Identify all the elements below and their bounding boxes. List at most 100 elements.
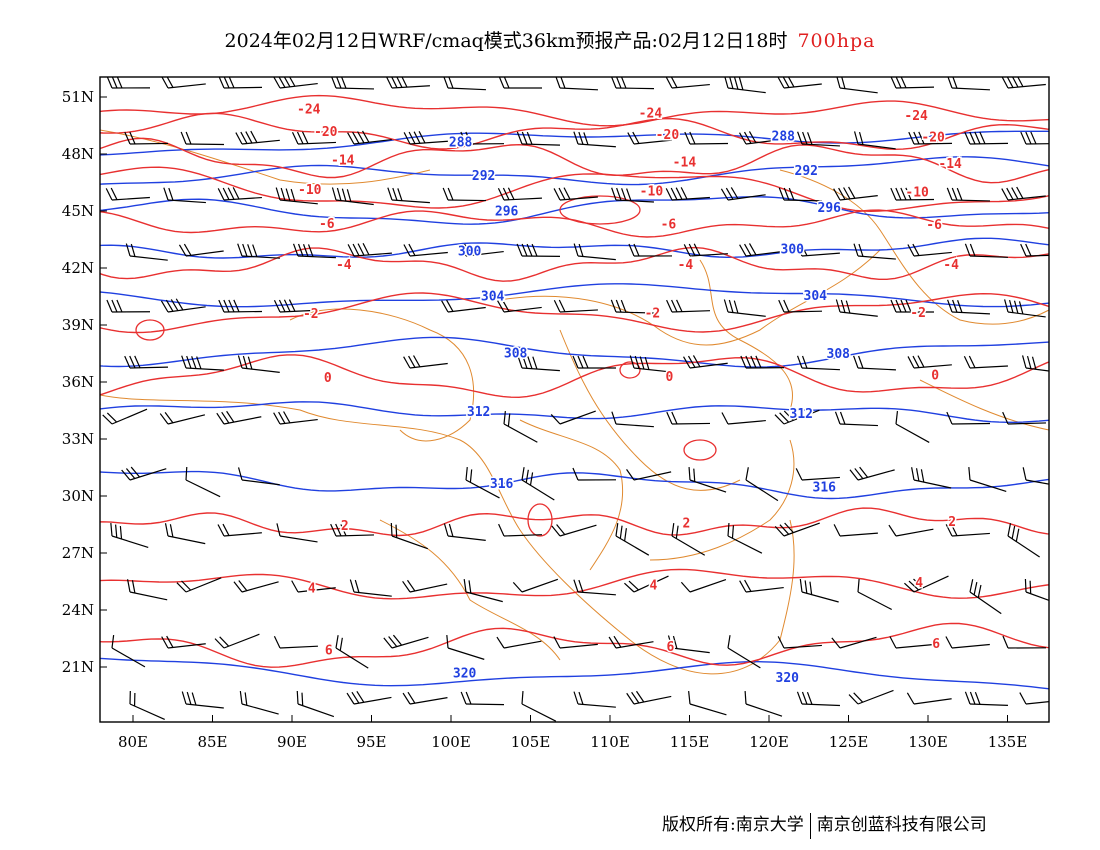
wind-barbs bbox=[102, 77, 1049, 722]
wind-barb bbox=[276, 523, 318, 543]
wind-barb bbox=[667, 635, 710, 654]
wind-barb bbox=[964, 243, 1008, 258]
wind-barb bbox=[572, 467, 617, 481]
wind-barb bbox=[161, 77, 206, 89]
wind-barb bbox=[834, 411, 878, 427]
wind-barb bbox=[443, 523, 486, 541]
wind-barb bbox=[553, 299, 598, 313]
wind-barb bbox=[110, 522, 149, 549]
wind-barb bbox=[349, 579, 392, 597]
wind-barb bbox=[330, 523, 375, 537]
wind-barb bbox=[833, 524, 878, 537]
wind-barb bbox=[849, 466, 895, 481]
wind-barb bbox=[573, 131, 616, 148]
geopotential-label: 300 bbox=[458, 244, 482, 259]
temperature-label: -14 bbox=[938, 157, 962, 172]
wind-barb bbox=[853, 355, 896, 371]
wind-barb bbox=[125, 243, 168, 261]
wind-barb bbox=[744, 690, 783, 717]
wind-barb bbox=[665, 77, 710, 89]
geopotential-label: 300 bbox=[781, 242, 805, 257]
wind-barb bbox=[160, 298, 206, 313]
temperature-label: -24 bbox=[297, 103, 321, 118]
wind-barb bbox=[666, 299, 710, 313]
footer-separator bbox=[809, 812, 811, 839]
lon-tick-label: 130E bbox=[908, 733, 948, 751]
wind-barb bbox=[106, 299, 151, 313]
wind-barb bbox=[292, 243, 336, 259]
wind-barb bbox=[683, 243, 728, 257]
wind-barb bbox=[611, 187, 654, 203]
lon-tick-label: 100E bbox=[431, 733, 471, 751]
geopotential-contour bbox=[100, 470, 1049, 500]
wind-barb bbox=[347, 130, 392, 145]
geopotential-contour bbox=[100, 336, 1049, 368]
footer-owner: 版权所有:南京大学 bbox=[662, 815, 804, 835]
temperature-label: -6 bbox=[661, 218, 677, 233]
lon-tick-label: 115E bbox=[670, 733, 710, 751]
wind-barb bbox=[446, 634, 485, 660]
temperature-label: -14 bbox=[673, 155, 697, 170]
temperature-label: -20 bbox=[314, 125, 338, 140]
wind-barb bbox=[465, 467, 500, 499]
wind-barb bbox=[666, 411, 711, 425]
geopotential-label: 312 bbox=[790, 407, 813, 422]
wind-barb bbox=[833, 186, 878, 201]
wind-barb bbox=[237, 243, 280, 259]
wind-barb bbox=[273, 77, 318, 89]
lat-tick-label: 27N bbox=[62, 544, 94, 562]
wind-barb bbox=[610, 77, 655, 90]
lon-tick-label: 105E bbox=[511, 733, 551, 751]
wind-barb bbox=[774, 522, 820, 537]
wind-barb bbox=[516, 131, 561, 146]
temperature-contour bbox=[100, 507, 1049, 537]
temperature-label: -10 bbox=[640, 185, 664, 200]
temperature-contour bbox=[100, 292, 1049, 334]
temperature-label: -6 bbox=[926, 218, 942, 233]
temperature-label: 0 bbox=[324, 371, 332, 386]
wind-barb bbox=[907, 355, 952, 369]
wind-barb bbox=[968, 466, 1007, 492]
wind-barb bbox=[964, 131, 1009, 145]
geopotential-label: 320 bbox=[776, 671, 800, 686]
wind-barb bbox=[161, 635, 206, 649]
wind-barb bbox=[573, 579, 616, 596]
wind-barb bbox=[163, 187, 206, 204]
lat-tick-label: 21N bbox=[62, 658, 94, 676]
wind-barb bbox=[907, 243, 952, 257]
wind-barb bbox=[739, 579, 784, 593]
lon-tick-label: 90E bbox=[277, 733, 307, 751]
geopotential-label: 292 bbox=[472, 169, 495, 184]
temperature-label: -20 bbox=[656, 128, 680, 143]
plot-frame bbox=[99, 76, 1050, 723]
wind-barb bbox=[721, 412, 766, 425]
wind-barb bbox=[181, 355, 224, 371]
lat-tick-label: 39N bbox=[62, 316, 94, 334]
temperature-label: -14 bbox=[331, 153, 355, 168]
wind-barb bbox=[745, 467, 779, 502]
wind-barb bbox=[615, 523, 650, 556]
wind-barb bbox=[387, 187, 430, 204]
lon-tick-label: 120E bbox=[749, 733, 789, 751]
wind-barb bbox=[1002, 635, 1047, 649]
wind-barb bbox=[727, 635, 761, 669]
lat-tick-label: 30N bbox=[62, 487, 94, 505]
temperature-label: -10 bbox=[905, 186, 929, 201]
temperature-label: -2 bbox=[645, 306, 661, 321]
temperature-contour bbox=[135, 319, 165, 341]
wind-barb bbox=[727, 522, 763, 554]
geopotential-label: 312 bbox=[467, 405, 490, 420]
wind-barb bbox=[969, 579, 1002, 615]
wind-barb bbox=[346, 690, 392, 705]
wind-barb bbox=[853, 131, 896, 150]
wind-barb bbox=[1007, 523, 1040, 558]
lon-tick-label: 80E bbox=[118, 733, 148, 751]
wind-barb bbox=[291, 131, 336, 145]
wind-barb bbox=[683, 355, 728, 369]
geopotential-label: 308 bbox=[504, 346, 528, 361]
geopotential-label: 296 bbox=[818, 201, 842, 216]
geopotential-label: 316 bbox=[813, 481, 837, 496]
lon-tick-label: 85E bbox=[197, 733, 227, 751]
wind-barb bbox=[111, 635, 146, 668]
